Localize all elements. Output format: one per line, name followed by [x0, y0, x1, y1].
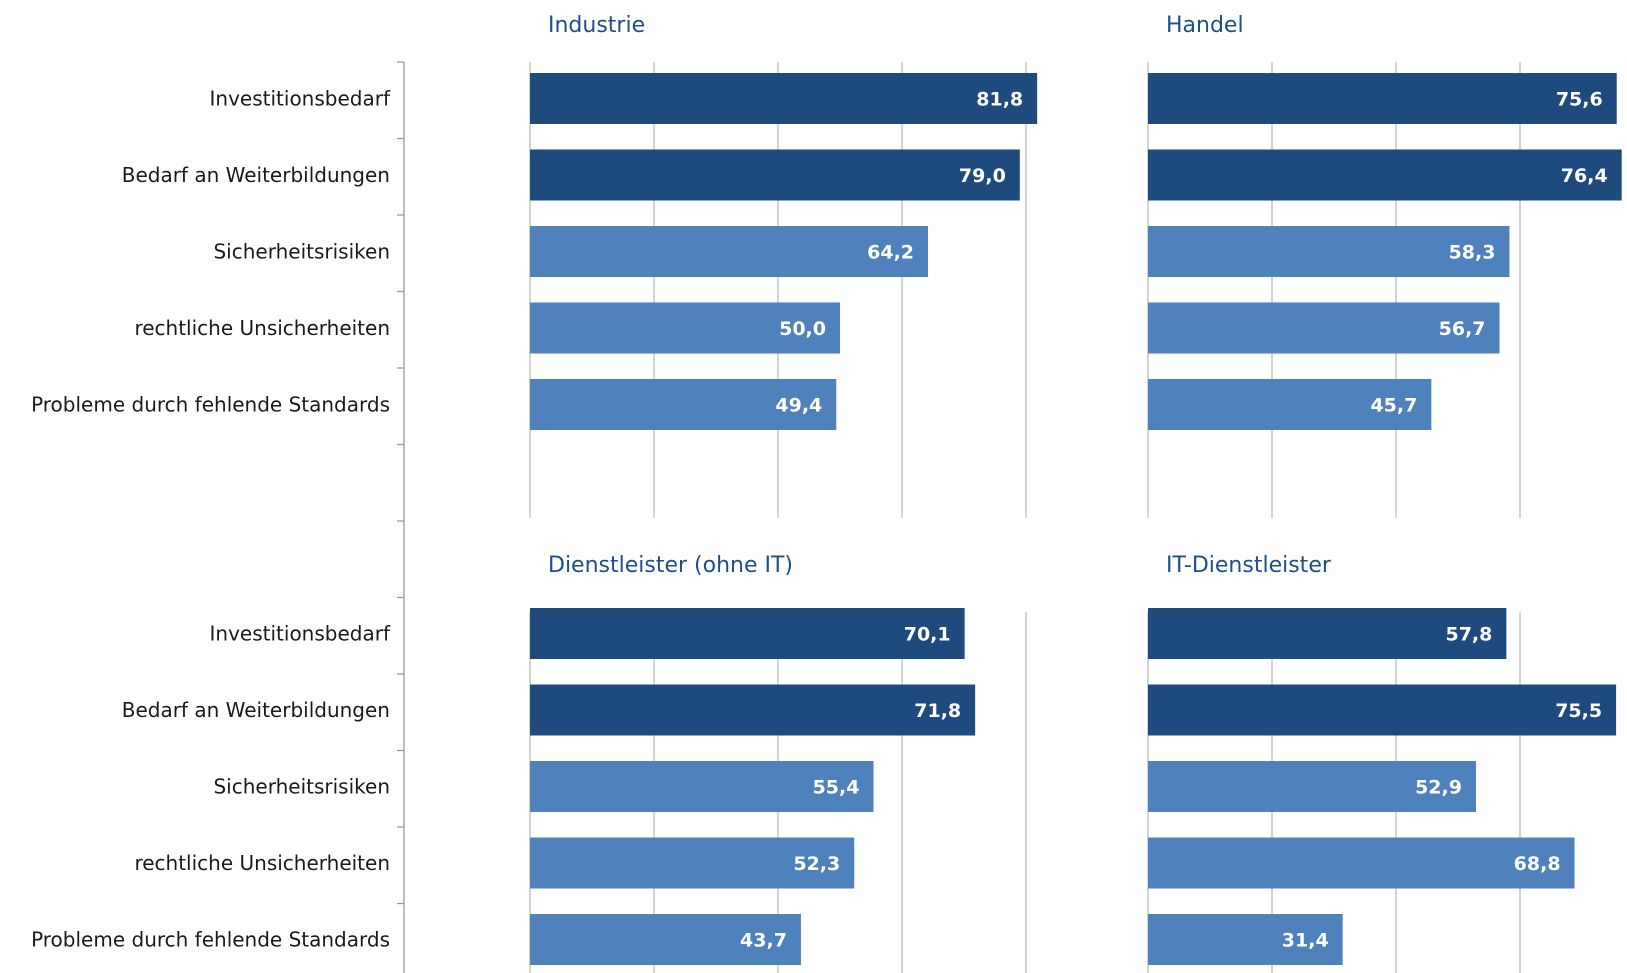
bar-value-label: 68,8: [1514, 853, 1561, 875]
category-label: rechtliche Unsicherheiten: [134, 851, 390, 875]
bar: [530, 73, 1038, 124]
bar-layer: [530, 73, 1622, 965]
bar: [530, 914, 801, 965]
bar-value-label: 70,1: [904, 624, 951, 646]
bar: [530, 761, 874, 812]
bar-value-label: 49,4: [775, 395, 822, 417]
bar: [1148, 837, 1575, 889]
bar: [1148, 73, 1617, 124]
panel-title: Handel: [1166, 13, 1244, 38]
bar: [1148, 608, 1507, 659]
bar-value-label: 52,9: [1415, 777, 1462, 799]
bar-value-label: 52,3: [793, 853, 840, 875]
category-label: Probleme durch fehlende Standards: [31, 393, 390, 417]
bar-value-label: 75,5: [1555, 700, 1602, 722]
category-label: rechtliche Unsicherheiten: [134, 316, 390, 340]
category-label: Sicherheitsrisiken: [213, 240, 390, 264]
bar-value-label: 76,4: [1561, 165, 1608, 187]
bar-value-label: 55,4: [813, 777, 860, 799]
text-layer: Industrie 81,8 Investitionsbedarf 79,0 Bedar…: [31, 13, 1608, 952]
category-label: Investitionsbedarf: [210, 622, 391, 646]
bar-value-label: 45,7: [1370, 395, 1417, 417]
bar-value-label: 79,0: [959, 165, 1006, 187]
bar-value-label: 56,7: [1439, 318, 1486, 340]
bar: [1148, 914, 1343, 965]
bar: [1148, 761, 1476, 812]
grid-layer: [529, 62, 1521, 973]
panel-title: IT-Dienstleister: [1166, 553, 1332, 578]
category-label: Probleme durch fehlende Standards: [31, 928, 390, 952]
bar-value-label: 31,4: [1282, 930, 1329, 952]
bar-value-label: 71,8: [914, 700, 961, 722]
panel-title: Industrie: [548, 13, 645, 38]
bar-value-label: 81,8: [976, 89, 1023, 111]
bar-value-label: 64,2: [867, 242, 914, 264]
bar-value-label: 75,6: [1556, 89, 1603, 111]
bar: [1148, 379, 1432, 430]
category-label: Bedarf an Weiterbildungen: [122, 163, 390, 187]
bar-value-label: 57,8: [1445, 624, 1492, 646]
bar: [530, 226, 929, 277]
bar: [530, 837, 855, 889]
bar-value-label: 50,0: [779, 318, 826, 340]
bar: [1148, 684, 1617, 736]
bar: [530, 379, 837, 430]
bar: [1148, 149, 1622, 201]
bar: [1148, 302, 1500, 354]
bar: [530, 684, 976, 736]
category-axis: [397, 61, 405, 973]
bar: [530, 149, 1020, 201]
bar-value-label: 58,3: [1449, 242, 1496, 264]
bar: [530, 302, 840, 354]
bar-value-label: 43,7: [740, 930, 787, 952]
bar: [530, 608, 965, 659]
category-label: Sicherheitsrisiken: [213, 775, 390, 799]
bar: [1148, 226, 1510, 277]
panel-title: Dienstleister (ohne IT): [548, 553, 793, 578]
category-label: Bedarf an Weiterbildungen: [122, 698, 390, 722]
category-label: Investitionsbedarf: [210, 87, 391, 111]
